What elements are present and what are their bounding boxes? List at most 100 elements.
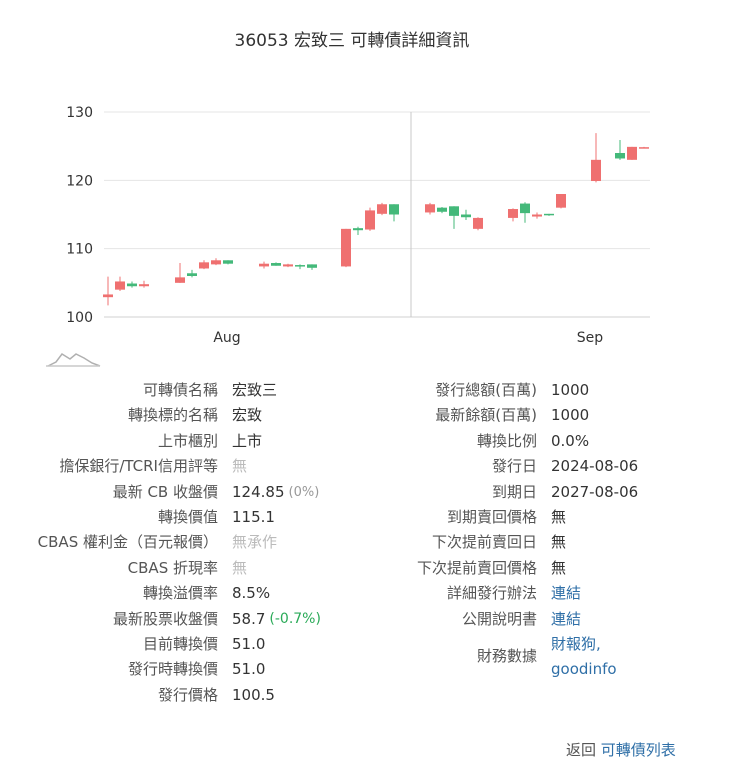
candle-body [591, 159, 601, 182]
bond-info-left: 可轉債名稱 宏致三 轉換標的名稱 宏致 上市櫃別 上市 擔保銀行/TCRI信用評等無最新 C… [14, 378, 321, 708]
field-value: 無 [232, 558, 248, 577]
field-link[interactable]: 連結 [551, 609, 582, 628]
candle-body [473, 217, 483, 229]
candle-body [271, 263, 281, 266]
candle-body [615, 153, 625, 159]
field-label: 目前轉換價 [142, 634, 218, 653]
field-label: 最新餘額(百萬) [435, 406, 537, 425]
left-row: 可轉債名稱 宏致三 [14, 378, 321, 403]
field-label: 財務數據 [476, 647, 537, 666]
left-row: 擔保銀行/TCRI信用評等無 [14, 454, 321, 479]
field-label: 可轉債名稱 [142, 381, 218, 399]
price-change: (0%) [288, 484, 320, 500]
candle-body [365, 210, 375, 230]
finance-links: 財報狗, goodinfo [537, 632, 617, 682]
candle-body [353, 228, 363, 231]
candle-body [307, 264, 317, 268]
field-label: 到期日 [491, 482, 537, 501]
finance-link[interactable]: 財報狗, [551, 634, 601, 653]
right-row: 下次提前賣回價格無 [313, 556, 638, 581]
candle-body [259, 263, 269, 267]
left-row: 上市櫃別 上市 [14, 429, 321, 454]
field-label: 詳細發行辦法 [446, 584, 537, 603]
candlestick-chart[interactable]: 100 110 120 130 Aug Sep [0, 90, 740, 380]
left-row: 轉換價值 115.1 [14, 505, 321, 530]
field-label: 轉換溢價率 [142, 584, 218, 603]
finance-link[interactable]: goodinfo [551, 659, 617, 678]
field-value: 無 [551, 533, 567, 552]
finance-row: 財務數據 財報狗, goodinfo [313, 632, 638, 682]
candle-body [103, 294, 113, 298]
field-value: 1000 [551, 406, 590, 425]
candle-body [520, 203, 530, 214]
field-value: 51.0 [232, 660, 266, 679]
candle-body [127, 283, 137, 287]
field-value: 58.7 [232, 609, 266, 628]
candle-body [532, 214, 542, 217]
field-link[interactable]: 連結 [551, 584, 582, 603]
field-value: 51.0 [232, 634, 266, 653]
field-label: 到期賣回價格 [446, 507, 537, 526]
field-label: 轉換標的名稱 [127, 406, 218, 425]
back-label: 返回 [566, 741, 597, 759]
field-value: 無承作 [232, 533, 278, 552]
field-label: 上市櫃別 [157, 431, 218, 450]
field-value: 0.0% [551, 431, 590, 450]
right-row: 公開說明書 連結 [313, 607, 638, 632]
bond-info-right: 發行總額(百萬) 1000 最新餘額(百萬) 1000 轉換比例 0.0% 發行日 2024-… [313, 378, 638, 682]
right-row: 到期賣回價格無 [313, 505, 638, 530]
field-label: 下次提前賣回價格 [416, 558, 537, 577]
field-label: 最新 CB 收盤價 [112, 482, 218, 501]
footer-nav: 返回 可轉債列表 [566, 739, 676, 760]
left-row: 發行價格 100.5 [14, 683, 321, 708]
candle-body [449, 206, 459, 216]
field-label: 發行價格 [157, 685, 218, 704]
field-value: 8.5% [232, 584, 271, 603]
field-value: 2027-08-06 [551, 482, 639, 501]
field-value: 無 [232, 457, 248, 476]
candle-body [508, 209, 518, 218]
right-row: 發行總額(百萬) 1000 [313, 378, 638, 403]
right-row: 到期日 2027-08-06 [313, 480, 638, 505]
candle-body [283, 264, 293, 267]
field-value: 1000 [551, 381, 590, 399]
field-value: 無 [551, 507, 567, 526]
field-label: 轉換價值 [157, 507, 218, 526]
field-label: 下次提前賣回日 [431, 533, 537, 552]
candle-body [377, 204, 387, 214]
x-tick-label: Sep [577, 330, 604, 346]
candle-body [639, 147, 649, 149]
field-value: 上市 [232, 431, 263, 450]
field-label: 轉換比例 [476, 431, 537, 450]
field-value: 宏致三 [232, 381, 278, 399]
left-row: 轉換標的名稱 宏致 [14, 403, 321, 428]
page-title: 36053 宏致三 可轉債詳細資訊 [234, 31, 470, 51]
cb-list-link[interactable]: 可轉債列表 [600, 741, 676, 759]
field-label: CBAS 折現率 [127, 558, 218, 577]
field-value: 無 [551, 558, 567, 577]
candle-body [425, 204, 435, 213]
candle-body [175, 277, 185, 283]
field-value: 124.85 [232, 482, 285, 501]
left-row: 目前轉換價 51.0 [14, 632, 321, 657]
field-label: 最新股票收盤價 [112, 609, 218, 628]
left-row: 最新 CB 收盤價 124.85 (0%) [14, 480, 321, 505]
field-value: 2024-08-06 [551, 457, 639, 476]
candle-body [627, 146, 637, 160]
y-tick-label: 110 [66, 242, 93, 258]
field-label: 發行時轉換價 [127, 660, 218, 679]
field-value: 100.5 [232, 685, 275, 704]
candle-body [295, 265, 305, 267]
field-label: 公開說明書 [461, 609, 537, 628]
right-row: 發行日 2024-08-06 [313, 454, 638, 479]
y-tick-label: 130 [66, 105, 93, 121]
candle-body [199, 262, 209, 269]
candle-body [115, 281, 125, 290]
right-row: 下次提前賣回日無 [313, 530, 638, 555]
price-change: (-0.7%) [269, 610, 321, 627]
left-row: CBAS 折現率無 [14, 556, 321, 581]
y-tick-label: 100 [66, 310, 93, 326]
field-label: 發行總額(百萬) [435, 381, 537, 399]
field-label: 擔保銀行/TCRI信用評等 [59, 457, 218, 476]
field-label: CBAS 權利金（百元報價） [37, 533, 218, 552]
